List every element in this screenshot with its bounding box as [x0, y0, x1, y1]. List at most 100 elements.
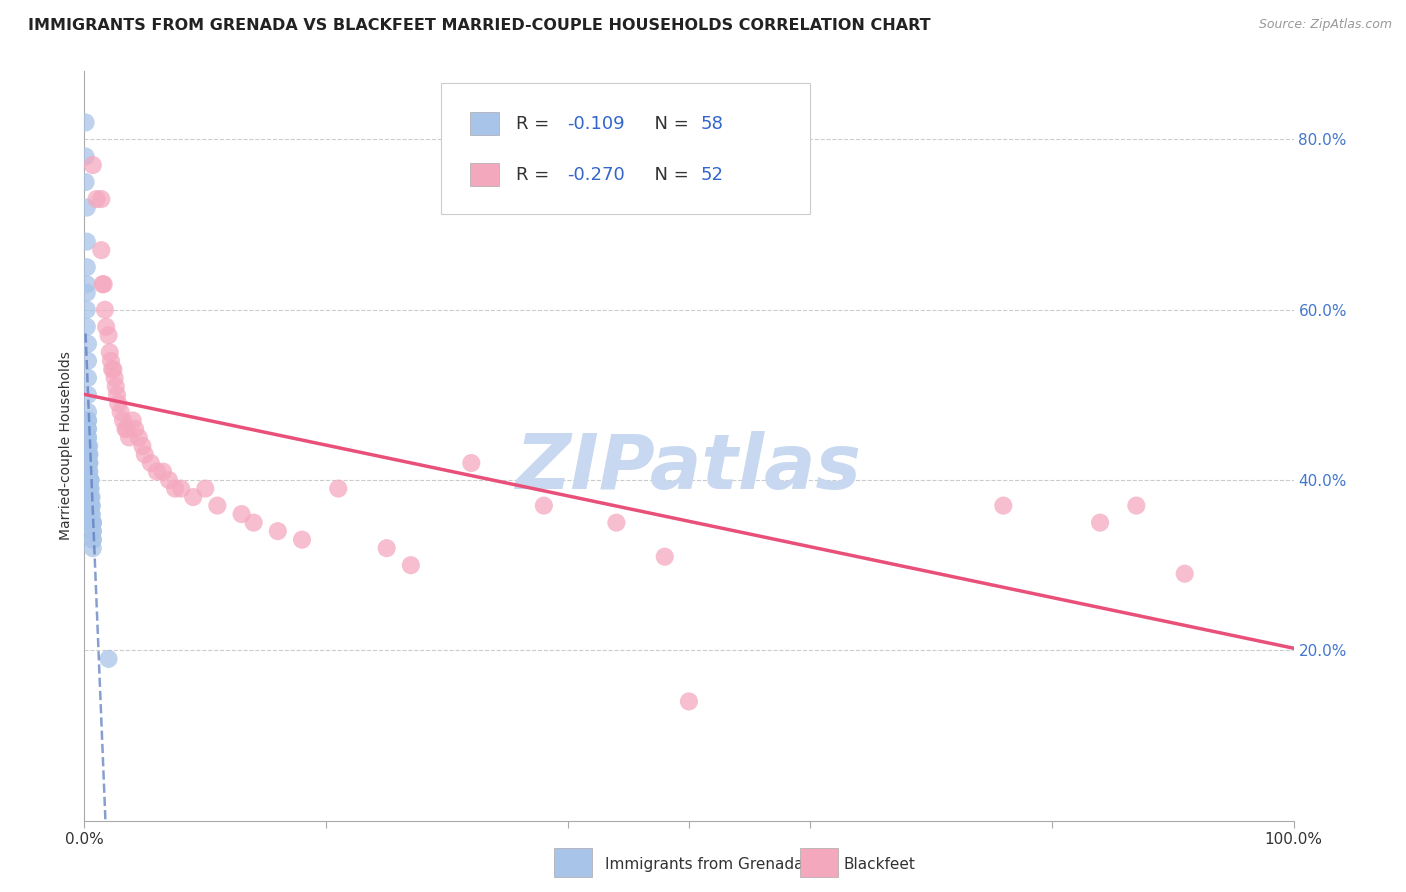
- Point: [79, 490, 101, 504]
- Point: [93, 277, 115, 292]
- Point: [1125, 499, 1147, 513]
- Text: Source: ZipAtlas.com: Source: ZipAtlas.com: [1258, 18, 1392, 31]
- Point: [76, 201, 98, 215]
- Point: [121, 413, 143, 427]
- Point: [77, 473, 100, 487]
- Point: [94, 302, 117, 317]
- Point: [80, 507, 103, 521]
- Point: [460, 456, 482, 470]
- Point: [77, 448, 100, 462]
- FancyBboxPatch shape: [441, 83, 810, 214]
- Point: [86, 192, 108, 206]
- Point: [291, 533, 314, 547]
- Point: [77, 405, 100, 419]
- Point: [77, 439, 100, 453]
- Point: [605, 516, 627, 530]
- Text: -0.109: -0.109: [567, 114, 624, 133]
- Point: [170, 482, 193, 496]
- Point: [79, 490, 101, 504]
- Point: [75, 175, 97, 189]
- Point: [146, 465, 169, 479]
- Text: 52: 52: [702, 166, 724, 184]
- Text: IMMIGRANTS FROM GRENADA VS BLACKFEET MARRIED-COUPLE HOUSEHOLDS CORRELATION CHART: IMMIGRANTS FROM GRENADA VS BLACKFEET MAR…: [28, 18, 931, 33]
- Point: [77, 422, 100, 436]
- Point: [112, 413, 135, 427]
- Point: [100, 354, 122, 368]
- Point: [118, 430, 141, 444]
- Point: [107, 396, 129, 410]
- Point: [79, 473, 101, 487]
- Point: [80, 499, 103, 513]
- Point: [77, 354, 100, 368]
- Point: [76, 302, 98, 317]
- Point: [124, 422, 146, 436]
- Point: [75, 149, 97, 163]
- Point: [114, 422, 136, 436]
- Point: [157, 473, 180, 487]
- Point: [105, 388, 128, 402]
- Point: [399, 558, 422, 573]
- Point: [77, 413, 100, 427]
- Point: [82, 533, 104, 547]
- Text: R =: R =: [516, 166, 555, 184]
- Point: [77, 439, 100, 453]
- Point: [76, 277, 98, 292]
- Point: [77, 482, 100, 496]
- Point: [267, 524, 290, 538]
- Point: [79, 482, 101, 496]
- Point: [80, 516, 103, 530]
- Point: [77, 430, 100, 444]
- Text: N =: N =: [643, 166, 695, 184]
- Point: [79, 482, 101, 496]
- Point: [328, 482, 350, 496]
- Point: [115, 422, 138, 436]
- Point: [80, 499, 103, 513]
- Point: [94, 319, 117, 334]
- FancyBboxPatch shape: [470, 163, 499, 186]
- Text: R =: R =: [516, 114, 555, 133]
- Point: [97, 652, 120, 666]
- Point: [98, 345, 121, 359]
- Point: [82, 533, 104, 547]
- Point: [77, 448, 100, 462]
- FancyBboxPatch shape: [470, 112, 499, 135]
- Point: [103, 362, 125, 376]
- Point: [101, 362, 124, 376]
- Point: [181, 490, 204, 504]
- Point: [76, 285, 98, 300]
- Point: [79, 473, 101, 487]
- Point: [82, 524, 104, 538]
- Point: [110, 405, 132, 419]
- Point: [165, 482, 187, 496]
- Point: [194, 482, 217, 496]
- Point: [375, 541, 398, 556]
- Point: [90, 192, 112, 206]
- Point: [90, 243, 112, 257]
- Point: [152, 465, 174, 479]
- Point: [82, 516, 104, 530]
- Point: [1174, 566, 1197, 581]
- Point: [77, 371, 100, 385]
- Point: [77, 456, 100, 470]
- Point: [77, 448, 100, 462]
- Text: ZIPatlas: ZIPatlas: [516, 432, 862, 506]
- Point: [134, 448, 156, 462]
- Point: [75, 115, 97, 129]
- Point: [77, 456, 100, 470]
- Point: [76, 235, 98, 249]
- Point: [77, 439, 100, 453]
- Point: [993, 499, 1015, 513]
- Point: [139, 456, 162, 470]
- Point: [80, 490, 103, 504]
- Point: [79, 499, 101, 513]
- Point: [131, 439, 153, 453]
- Point: [104, 379, 127, 393]
- Point: [82, 516, 104, 530]
- Text: N =: N =: [643, 114, 695, 133]
- Point: [231, 507, 253, 521]
- Point: [104, 371, 127, 385]
- Text: Immigrants from Grenada: Immigrants from Grenada: [605, 857, 803, 872]
- Point: [77, 413, 100, 427]
- Point: [77, 465, 100, 479]
- Point: [654, 549, 676, 564]
